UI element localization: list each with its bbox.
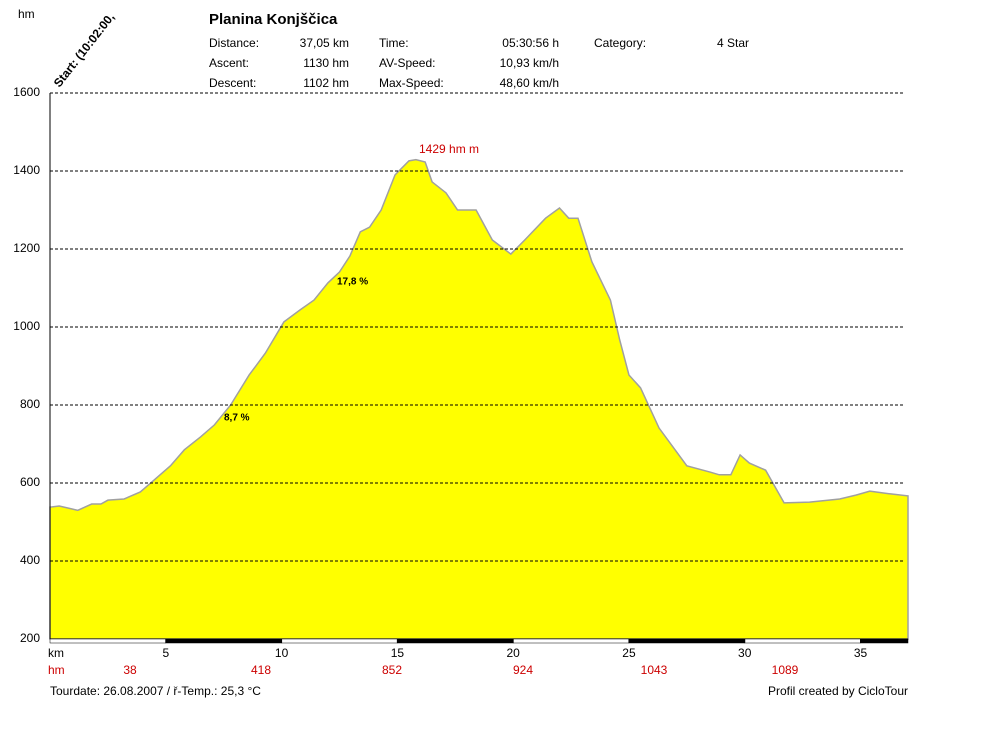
stat-value: 48,60 km/h xyxy=(500,76,559,90)
x-tick-label: 5 xyxy=(162,646,169,660)
y-tick-label: 1000 xyxy=(13,319,40,333)
y-axis-label: hm xyxy=(18,7,35,21)
x-tick-label: 30 xyxy=(738,646,752,660)
ascent-value: 924 xyxy=(513,663,533,677)
x-band xyxy=(397,638,514,644)
annotation: 1429 hm m xyxy=(419,142,479,156)
annotation: 17,8 % xyxy=(337,277,368,288)
stat-label: Category: xyxy=(594,36,646,50)
footer-right: Profil created by CicloTour xyxy=(768,684,908,698)
chart-title: Planina Konjščica xyxy=(209,11,338,28)
x-band xyxy=(512,638,630,644)
stat-value: 37,05 km xyxy=(300,36,349,50)
footer-left: Tourdate: 26.08.2007 / ř-Temp.: 25,3 °C xyxy=(50,684,261,698)
x-band xyxy=(744,638,861,644)
stat-value: 1130 hm xyxy=(303,56,349,70)
stat-label: Descent: xyxy=(209,76,256,90)
stat-value: 10,93 km/h xyxy=(500,56,559,70)
y-tick-label: 800 xyxy=(20,397,40,411)
x-band xyxy=(860,638,909,644)
stat-label: Time: xyxy=(379,36,409,50)
ascent-value: 418 xyxy=(251,663,271,677)
elevation-area xyxy=(49,158,909,640)
y-tick-label: 1600 xyxy=(13,85,40,99)
stat-label: Ascent: xyxy=(209,56,249,70)
stat-value: 1102 hm xyxy=(303,76,349,90)
y-tick-label: 200 xyxy=(20,631,40,645)
x-tick-label: 25 xyxy=(622,646,636,660)
x-band xyxy=(49,638,167,644)
x-tick-label: 15 xyxy=(391,646,405,660)
y-tick-label: 1400 xyxy=(13,163,40,177)
stat-value: 4 Star xyxy=(717,36,749,50)
ascent-value: 1089 xyxy=(772,663,799,677)
stat-value: 05:30:56 h xyxy=(502,36,559,50)
x-band xyxy=(281,638,398,644)
x-tick-label: 10 xyxy=(275,646,289,660)
x-tick-label: 35 xyxy=(854,646,868,660)
ascent-value: 1043 xyxy=(641,663,668,677)
ascent-value: 38 xyxy=(123,663,137,677)
y-tick-label: 1200 xyxy=(13,241,40,255)
stat-label: Distance: xyxy=(209,36,259,50)
y-tick-label: 600 xyxy=(20,475,40,489)
start-label: Start: (10:02:00, xyxy=(51,10,117,90)
y-tick-label: 400 xyxy=(20,553,40,567)
x-axis-label: km xyxy=(48,646,64,660)
x-band xyxy=(165,638,282,644)
stat-label: AV-Speed: xyxy=(379,56,435,70)
ascent-value: 852 xyxy=(382,663,402,677)
stat-label: Max-Speed: xyxy=(379,76,444,90)
x-tick-label: 20 xyxy=(506,646,520,660)
x-band xyxy=(628,638,745,644)
annotation: 8,7 % xyxy=(224,413,250,424)
ascent-row-label: hm xyxy=(48,663,65,677)
